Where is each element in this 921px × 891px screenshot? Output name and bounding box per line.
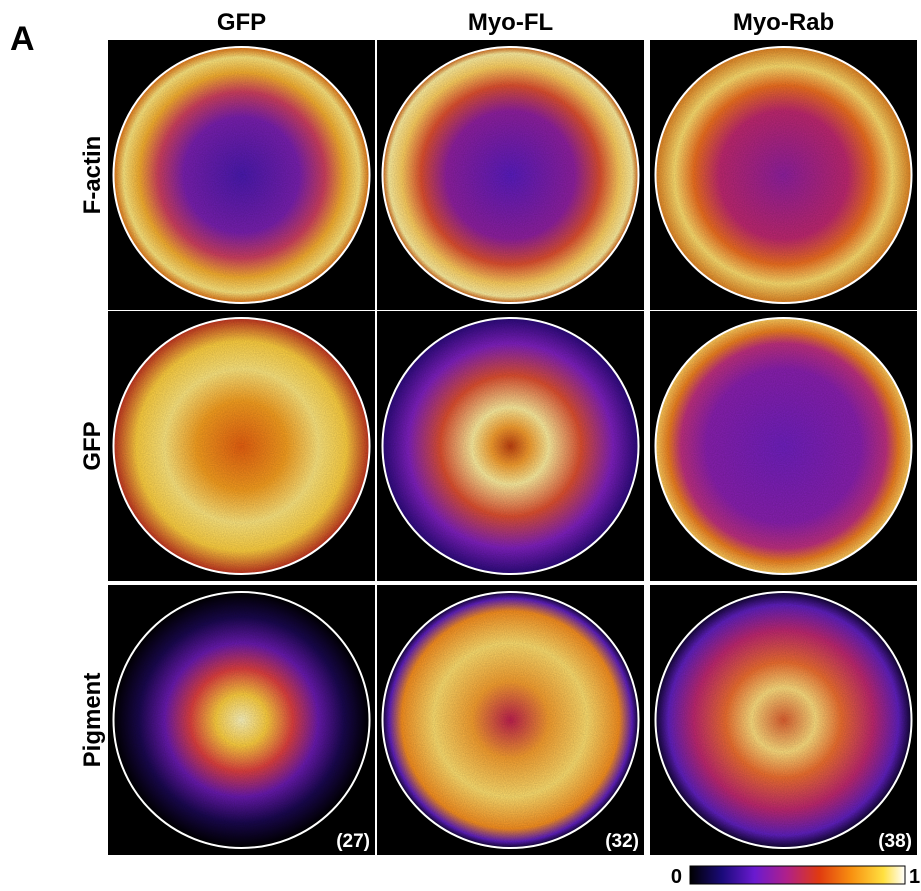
figure: A GFP Myo-FL Myo-Rab F-actin GFP Pigment (27) (… [0,0,921,891]
texture [656,592,912,848]
image-panel: (38) [650,585,917,855]
image-panel [650,40,917,310]
sample-count: (32) [605,831,639,852]
image-panel [377,311,644,581]
texture [114,592,370,848]
texture [656,318,912,574]
panel-label: A [10,20,35,58]
texture [383,318,639,574]
image-panel: (32) [377,585,644,855]
column-header: Myo-FL [468,9,553,36]
column-header: Myo-Rab [733,9,834,36]
texture [383,592,639,848]
image-panel: (27) [108,585,375,855]
colorbar [690,866,905,884]
image-grid: GFP Myo-FL Myo-Rab F-actin GFP Pigment (27) (32… [79,9,917,855]
colorbar-max: 1 [909,866,920,888]
row-label: F-actin [79,136,106,215]
image-panel [108,311,375,581]
texture [114,318,370,574]
texture [114,47,370,303]
texture [383,47,639,303]
texture [656,47,912,303]
image-panel [377,40,644,310]
row-label: Pigment [79,673,106,768]
image-panel [108,40,375,310]
sample-count: (27) [336,831,370,852]
image-panel [650,311,917,581]
column-header: GFP [217,9,266,36]
sample-count: (38) [878,831,912,852]
colorbar-min: 0 [671,866,682,888]
row-label: GFP [79,421,106,470]
